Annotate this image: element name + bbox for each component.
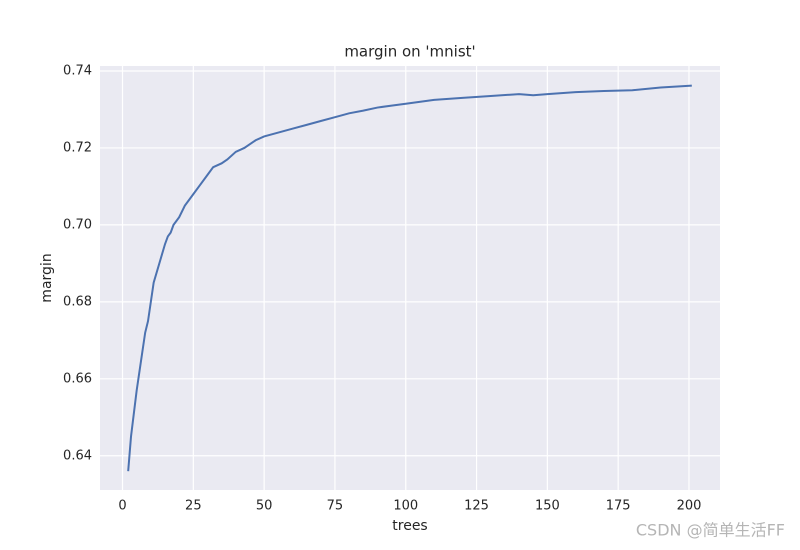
x-tick-label: 100	[393, 499, 418, 514]
x-tick-label: 25	[185, 499, 202, 514]
x-tick-label: 150	[535, 499, 560, 514]
y-axis-label: margin	[39, 253, 55, 302]
y-tick-label: 0.68	[63, 294, 92, 309]
y-tick-label: 0.72	[63, 140, 92, 155]
y-tick-label: 0.66	[63, 371, 92, 386]
plot-area	[100, 66, 720, 490]
x-axis-label: trees	[392, 518, 427, 534]
watermark: CSDN @简单生活FF	[636, 521, 785, 540]
y-tick-label: 0.70	[63, 217, 92, 232]
chart-title: margin on 'mnist'	[344, 43, 475, 61]
x-tick-label: 125	[464, 499, 489, 514]
x-tick-label: 50	[256, 499, 273, 514]
y-tick-label: 0.74	[63, 64, 92, 79]
x-tick-label: 200	[677, 499, 702, 514]
data-line	[127, 84, 692, 472]
x-tick-label: 175	[606, 499, 631, 514]
x-tick-label: 0	[118, 499, 126, 514]
x-tick-label: 75	[327, 499, 344, 514]
y-tick-label: 0.64	[63, 448, 92, 463]
